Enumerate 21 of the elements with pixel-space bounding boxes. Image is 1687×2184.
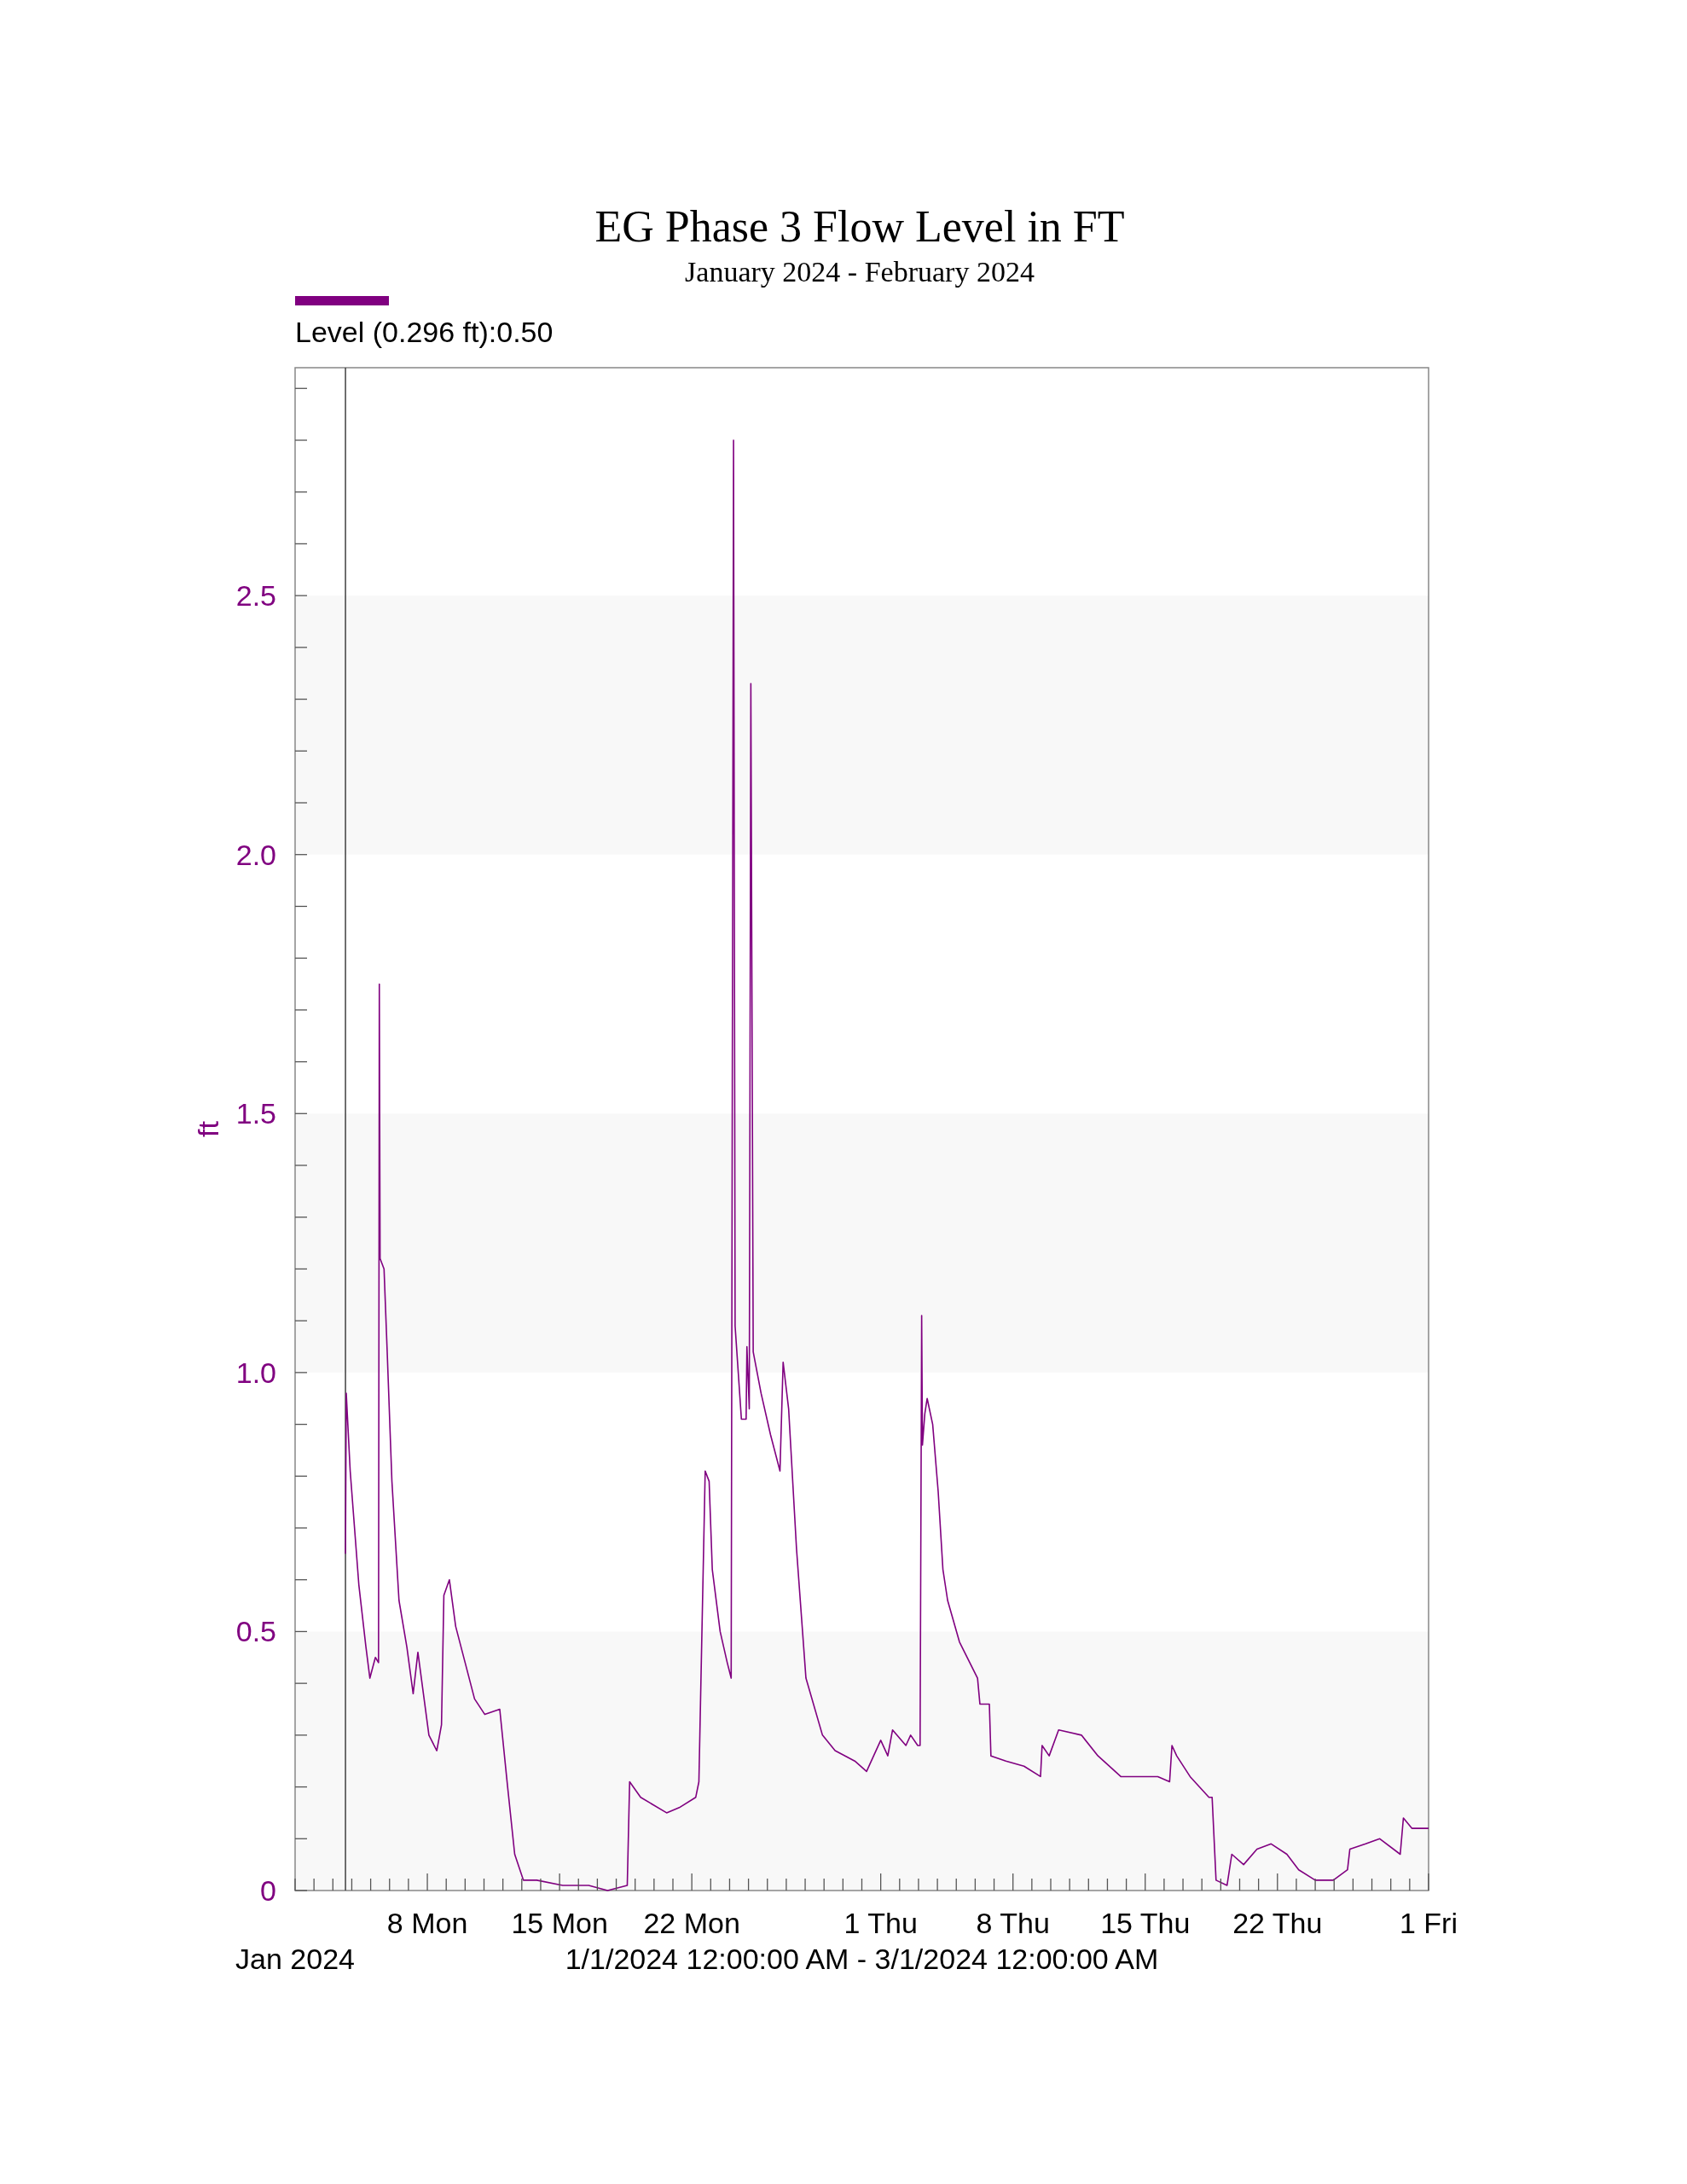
y-tick-label: 2.5 <box>235 579 276 613</box>
text: 1/1/2024 12:00:00 AM - 3/1/2024 12:00:00 AM <box>565 1943 1159 1975</box>
line-series <box>345 439 1429 1891</box>
chart-subtitle: January 2024 - February 2024 <box>685 256 1035 288</box>
x-tick-label: 22 Mon <box>643 1907 740 1939</box>
x-tick-label: 8 Mon <box>386 1907 468 1939</box>
y-tick-label: 1.0 <box>235 1356 276 1389</box>
x-tick-label: 15 Thu <box>1100 1907 1191 1939</box>
y-tick-label: 0 <box>260 1874 276 1907</box>
y-axis-title: ft <box>192 1120 224 1137</box>
x-tick-label: 8 Thu <box>976 1907 1050 1939</box>
x-tick-label: 22 Thu <box>1232 1907 1323 1939</box>
text: Jan 2024 <box>235 1943 355 1975</box>
x-tick-label: 1 Fri <box>1400 1907 1458 1939</box>
x-tick-label: 1 Thu <box>844 1907 918 1939</box>
y-tick-label: 2.0 <box>235 838 276 871</box>
chart-title: EG Phase 3 Flow Level in FT <box>594 202 1125 251</box>
legend-label: Level (0.296 ft):0.50 <box>295 316 554 348</box>
y-tick-label: 0.5 <box>235 1615 276 1648</box>
x-tick-label: 15 Mon <box>511 1907 608 1939</box>
y-tick-label: 1.5 <box>235 1097 276 1130</box>
